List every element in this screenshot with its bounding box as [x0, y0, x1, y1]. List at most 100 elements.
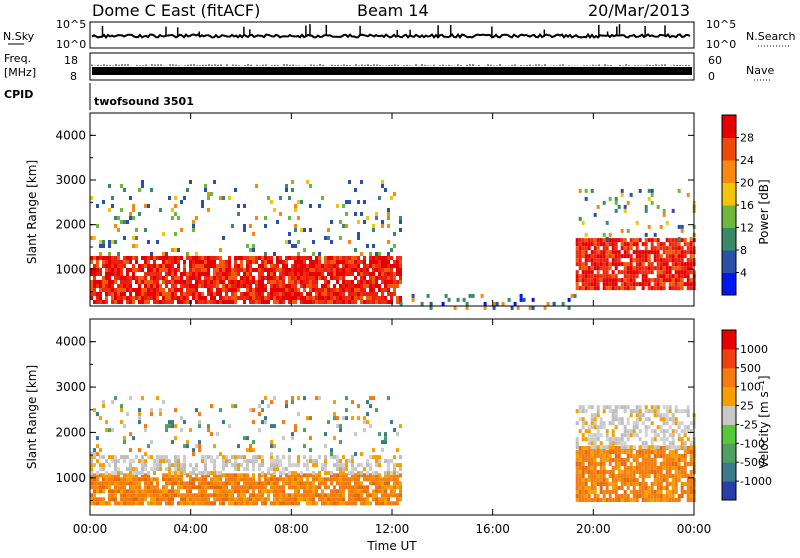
- power-echo-cell: [132, 300, 135, 304]
- power-echo-cell: [93, 276, 96, 280]
- velocity-echo-cell: [641, 413, 645, 418]
- power-echo-cell: [222, 236, 225, 240]
- velocity-echo-cell: [135, 473, 138, 478]
- power-echo-cell: [357, 272, 360, 276]
- velocity-echo-cell: [240, 485, 243, 490]
- velocity-echo-cell: [213, 463, 216, 468]
- power-echo-cell: [144, 292, 147, 296]
- velocity-echo-cell: [324, 459, 327, 464]
- power-echo-cell: [174, 204, 177, 208]
- velocity-echo-cell: [665, 421, 669, 426]
- velocity-echo-cell: [330, 489, 333, 494]
- velocity-echo-cell: [584, 490, 588, 494]
- power-echo-cell: [156, 268, 159, 272]
- velocity-echo-cell: [108, 497, 111, 502]
- velocity-echo-cell: [297, 459, 300, 464]
- velocity-echo-cell: [587, 458, 591, 462]
- velocity-echo-cell: [198, 497, 201, 502]
- velocity-echo-cell: [587, 429, 591, 434]
- power-echo-cell: [348, 300, 351, 304]
- power-echo-cell: [213, 292, 216, 296]
- velocity-echo-cell: [653, 429, 657, 434]
- power-echo-cell: [141, 296, 144, 300]
- velocity-echo-cell: [387, 459, 390, 464]
- power-echo-cell: [270, 276, 273, 280]
- power-echo-cell: [647, 266, 651, 271]
- power-echo-cell: [159, 264, 162, 268]
- velocity-echo-cell: [114, 493, 117, 498]
- velocity-echo-cell: [171, 497, 174, 502]
- velocity-echo-cell: [321, 501, 324, 506]
- power-echo-cell: [324, 260, 327, 264]
- power-echo-cell: [590, 262, 594, 267]
- velocity-echo-cell: [144, 477, 147, 482]
- power-echo-cell: [605, 254, 609, 259]
- velocity-echo-cell: [186, 485, 189, 490]
- power-echo-cell: [159, 272, 162, 276]
- power-echo-cell: [99, 288, 102, 292]
- velocity-echo-cell: [177, 489, 180, 494]
- power-echo-cell: [635, 246, 639, 251]
- power-colorbar-segment: [722, 205, 736, 228]
- power-echo-cell: [228, 284, 231, 288]
- velocity-echo-cell: [668, 450, 672, 454]
- velocity-echo-cell: [614, 498, 618, 502]
- power-echo-cell: [189, 260, 192, 264]
- velocity-echo-cell: [593, 486, 597, 490]
- power-echo-cell: [279, 256, 282, 260]
- time-tick-label: 20:00: [576, 522, 611, 536]
- velocity-echo-cell: [279, 459, 282, 464]
- velocity-echo-cell: [632, 409, 636, 414]
- velocity-echo-cell: [309, 436, 312, 441]
- velocity-echo-cell: [644, 429, 648, 434]
- velocity-colorbar-segment: [722, 405, 736, 425]
- power-echo-cell: [336, 292, 339, 296]
- velocity-echo-cell: [680, 486, 684, 490]
- velocity-echo-cell: [372, 396, 375, 401]
- power-echo-cell: [575, 250, 579, 255]
- velocity-echo-cell: [324, 471, 327, 476]
- velocity-echo-cell: [156, 497, 159, 502]
- power-echo-cell: [327, 288, 330, 292]
- power-echo-cell: [306, 300, 309, 304]
- velocity-echo-cell: [384, 432, 387, 437]
- velocity-echo-cell: [171, 501, 174, 506]
- velocity-echo-cell: [593, 478, 597, 482]
- velocity-echo-cell: [195, 444, 198, 449]
- velocity-echo-cell: [312, 481, 315, 486]
- velocity-echo-cell: [584, 486, 588, 490]
- power-echo-cell: [141, 268, 144, 272]
- velocity-echo-cell: [345, 396, 348, 401]
- power-echo-cell: [315, 296, 318, 300]
- power-echo-cell: [599, 278, 603, 283]
- velocity-echo-cell: [210, 493, 213, 498]
- velocity-echo-cell: [99, 467, 102, 472]
- velocity-echo-cell: [650, 450, 654, 454]
- velocity-echo-cell: [135, 481, 138, 486]
- velocity-echo-cell: [114, 459, 117, 464]
- power-echo-cell: [369, 284, 372, 288]
- velocity-echo-cell: [345, 481, 348, 486]
- power-echo-cell: [108, 252, 111, 256]
- power-echo-cell: [177, 280, 180, 284]
- power-echo-cell: [321, 272, 324, 276]
- velocity-echo-cell: [656, 445, 660, 450]
- power-echo-cell: [192, 296, 195, 300]
- power-echo-cell: [201, 268, 204, 272]
- velocity-echo-cell: [345, 467, 348, 472]
- velocity-echo-cell: [144, 424, 147, 429]
- velocity-echo-cell: [575, 454, 579, 458]
- velocity-echo-cell: [593, 494, 597, 498]
- power-echo-cell: [204, 264, 207, 268]
- power-echo-cell: [665, 250, 669, 255]
- velocity-echo-cell: [132, 489, 135, 494]
- power-echo-cell: [581, 282, 585, 287]
- power-echo-cell: [255, 256, 258, 260]
- velocity-echo-cell: [168, 489, 171, 494]
- velocity-echo-cell: [330, 455, 333, 460]
- power-echo-cell: [246, 292, 249, 296]
- velocity-echo-cell: [372, 448, 375, 453]
- velocity-echo-cell: [93, 501, 96, 506]
- velocity-echo-cell: [399, 493, 402, 498]
- velocity-echo-cell: [270, 400, 273, 405]
